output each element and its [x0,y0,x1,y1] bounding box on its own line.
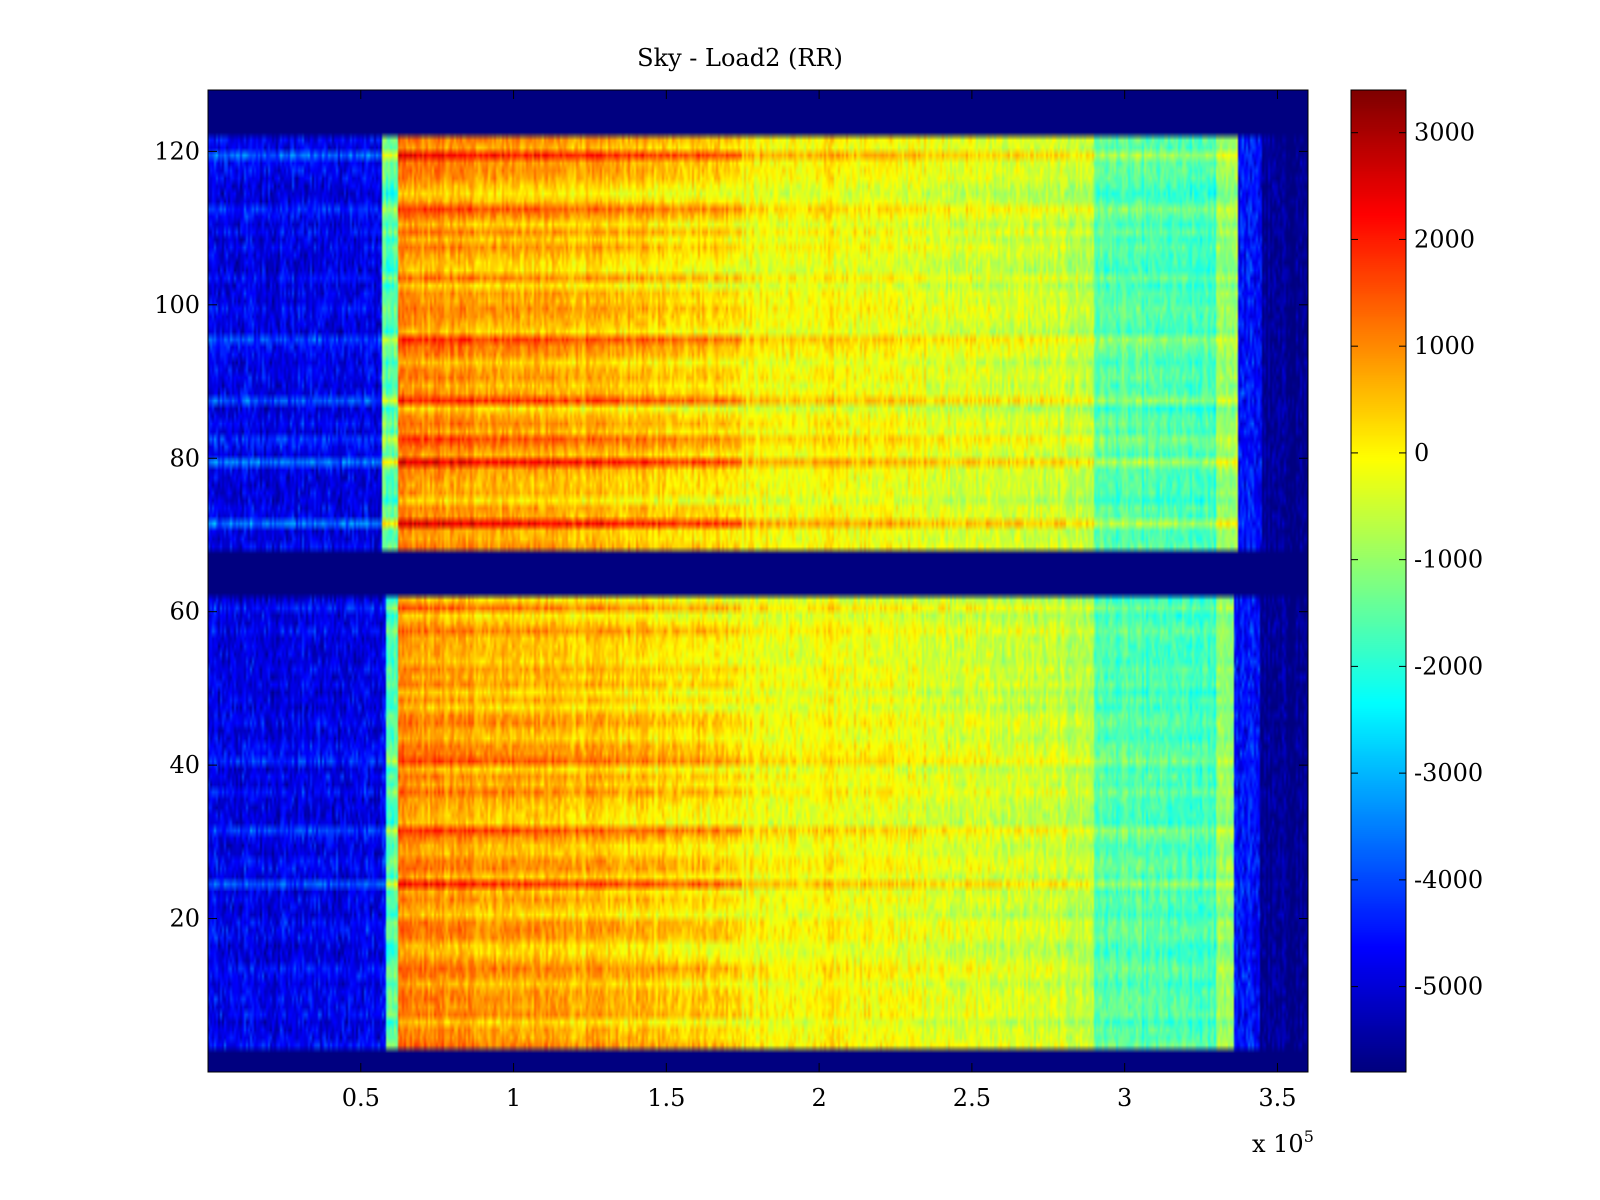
colorbar-axis: 3000 2000 1000 0 -1000 -2000 -3000 -4000 -5000 [1351,119,1483,1001]
colorbar-frame [1350,89,1407,1073]
plot-frame [207,89,1309,1073]
x-tick-label: 1 [506,1084,521,1112]
colorbar-tick-label: -5000 [1414,973,1483,1001]
x-tick-label: 3.5 [1258,1084,1296,1112]
colorbar-tick-label: 1000 [1414,332,1475,360]
chart-title: Sky - Load2 (RR) [637,44,843,72]
colorbar-tick-label: -1000 [1414,546,1483,574]
y-tick-label: 100 [154,291,200,319]
colorbar-tick-label: -3000 [1414,759,1483,787]
x-axis: 0.5 1 1.5 2 2.5 3 3.5 [342,90,1297,1112]
x-exponent-label: x 105 [1252,1127,1314,1158]
y-tick-label: 40 [169,751,200,779]
colorbar-tick-label: -2000 [1414,652,1483,680]
heatmap-image [208,90,1308,1072]
x-tick-label: 0.5 [342,1084,380,1112]
colorbar-image [1351,90,1406,1072]
colorbar-tick-label: 3000 [1414,119,1475,147]
x-tick-label: 2 [811,1084,826,1112]
x-tick-label: 3 [1117,1084,1132,1112]
y-tick-label: 120 [154,137,200,165]
x-exponent-power: 5 [1304,1127,1314,1146]
colorbar-tick-label: 0 [1414,439,1429,467]
x-tick-label: 1.5 [647,1084,685,1112]
y-axis: 20 40 60 80 100 120 [154,137,1308,933]
y-tick-label: 80 [169,444,200,472]
x-tick-label: 2.5 [953,1084,991,1112]
y-tick-label: 20 [169,905,200,933]
colorbar-tick-label: -4000 [1414,866,1483,894]
y-tick-label: 60 [169,598,200,626]
colorbar-tick-label: 2000 [1414,225,1475,253]
